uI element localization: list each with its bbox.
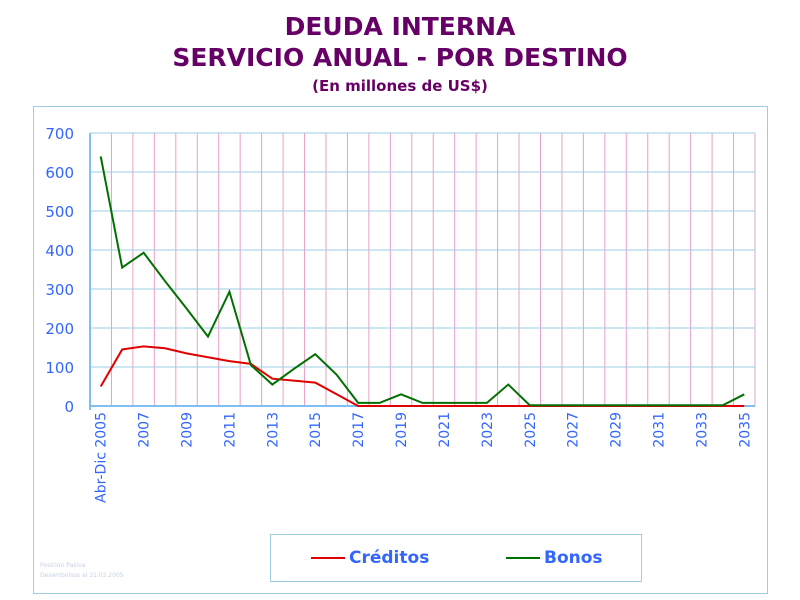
x-tick-label: 2021	[437, 412, 453, 448]
y-tick-label: 600	[45, 164, 74, 182]
x-tick-label: 2033	[694, 412, 710, 448]
x-tick-label: Abr-Dic 2005	[94, 412, 110, 503]
x-tick-label: 2011	[222, 412, 238, 448]
x-tick-label: 2015	[308, 412, 324, 448]
legend-swatch	[506, 557, 540, 559]
x-tick-label: 2035	[737, 412, 753, 448]
chart-frame	[33, 106, 768, 594]
x-tick-label: 2025	[523, 412, 539, 448]
y-tick-label: 400	[45, 242, 74, 260]
footnote-line: Desembolsos al 31.03.2005	[40, 572, 124, 579]
chart-units: (En millones de US$)	[312, 77, 488, 95]
legend-item-bonos: Bonos	[506, 548, 603, 568]
legend-swatch	[311, 557, 345, 559]
x-tick-label: 2023	[480, 412, 496, 448]
chart-subtitle: SERVICIO ANUAL - POR DESTINO	[172, 43, 628, 72]
chart-title: DEUDA INTERNA	[284, 12, 516, 41]
legend-item-creditos: Créditos	[311, 548, 429, 568]
y-tick-label: 700	[45, 125, 74, 143]
footnote: Posición Pasiva Desembolsos al 31.03.2005	[40, 561, 124, 581]
x-tick-label: 2027	[566, 412, 582, 448]
legend-label: Bonos	[544, 548, 603, 568]
x-tick-label: 2017	[351, 412, 367, 448]
y-tick-label: 100	[45, 359, 74, 377]
x-tick-label: 2013	[265, 412, 281, 448]
y-tick-label: 500	[45, 203, 74, 221]
x-tick-label: 2031	[651, 412, 667, 448]
y-tick-label: 0	[64, 398, 74, 416]
y-tick-label: 300	[45, 281, 74, 299]
x-tick-label: 2029	[609, 412, 625, 448]
x-tick-label: 2007	[137, 412, 153, 448]
legend-label: Créditos	[349, 548, 430, 568]
x-tick-label: 2009	[180, 412, 196, 448]
y-tick-label: 200	[45, 320, 74, 338]
legend: Créditos Bonos	[270, 534, 642, 582]
x-tick-label: 2019	[394, 412, 410, 448]
footnote-line: Posición Pasiva	[40, 562, 86, 569]
